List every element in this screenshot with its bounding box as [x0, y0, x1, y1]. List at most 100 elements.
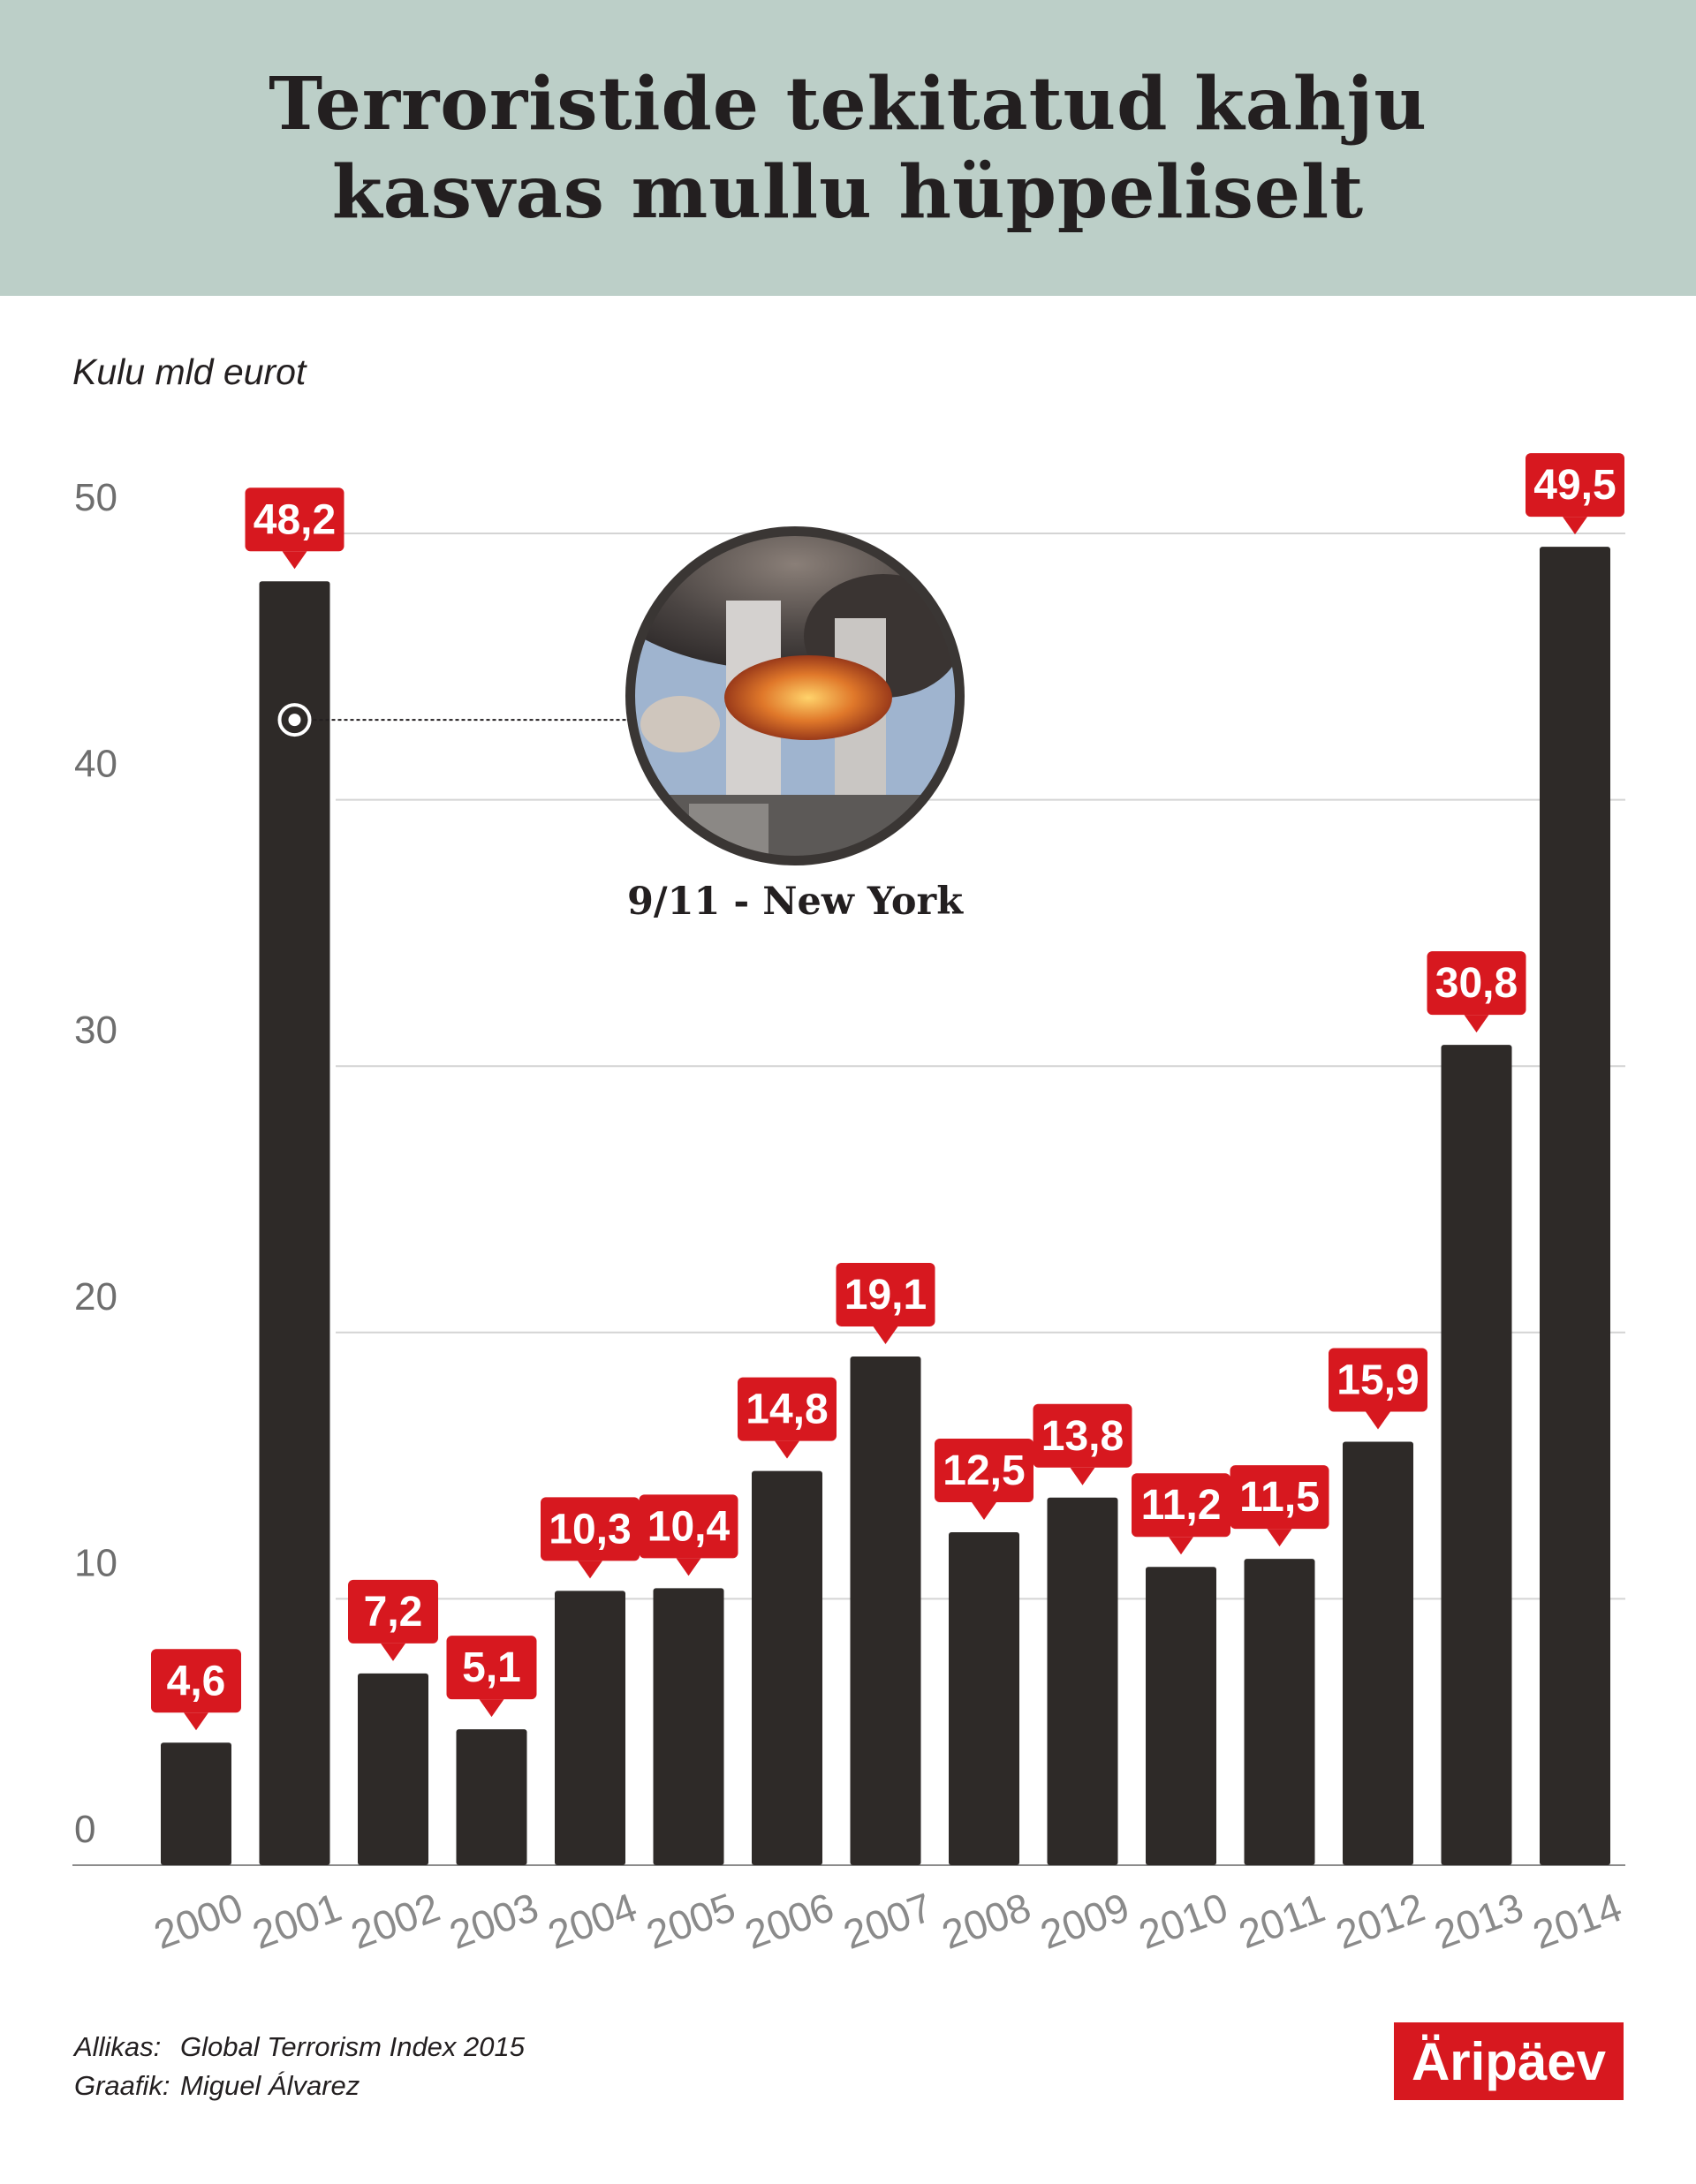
bar-2005	[653, 1588, 724, 1865]
x-tick-label: 2001	[246, 1884, 347, 1958]
value-label-text: 5,1	[462, 1644, 521, 1691]
x-tick-label: 2010	[1133, 1884, 1234, 1958]
x-tick-label: 2007	[837, 1884, 938, 1958]
value-label-text: 10,4	[647, 1503, 731, 1550]
value-label-box	[1033, 1403, 1132, 1468]
annotation-caption: 9/11 - New York	[627, 880, 963, 924]
x-tick-label: 2006	[739, 1884, 840, 1958]
value-label-pointer	[1563, 517, 1587, 535]
y-tick-label: 20	[74, 1275, 117, 1319]
value-label-2010: 11,2	[1132, 1473, 1230, 1555]
value-label-pointer	[873, 1326, 898, 1344]
value-label-2006: 14,8	[738, 1377, 837, 1459]
value-label-2011: 11,5	[1230, 1465, 1329, 1547]
value-label-box	[836, 1262, 935, 1326]
bar-2004	[555, 1591, 625, 1865]
bar-2014	[1540, 547, 1610, 1865]
annotation-marker	[277, 703, 312, 737]
y-tick-label: 30	[74, 1009, 117, 1052]
value-label-pointer	[1267, 1529, 1292, 1547]
aripaev-logo: Äripäev	[1394, 2022, 1624, 2100]
value-label-text: 7,2	[364, 1589, 423, 1636]
bar-2009	[1047, 1497, 1118, 1865]
y-tick-label: 40	[74, 743, 117, 786]
value-label-pointer	[282, 551, 307, 570]
value-label-text: 10,3	[549, 1506, 631, 1553]
value-label-text: 19,1	[844, 1272, 927, 1319]
graphic-label: Graafik:	[74, 2070, 170, 2101]
graphic-line: Graafik: Miguel Álvarez	[74, 2067, 525, 2105]
value-label-box	[639, 1494, 738, 1559]
value-label-box	[738, 1377, 837, 1441]
x-tick-label: 2003	[443, 1884, 544, 1958]
y-axis-label: Kulu mld eurot	[72, 351, 307, 392]
value-label-2004: 10,3	[541, 1497, 640, 1579]
bar-2001	[259, 581, 330, 1865]
value-label-2007: 19,1	[836, 1262, 935, 1344]
value-label-pointer	[972, 1502, 996, 1520]
x-tick-label: 2004	[542, 1884, 643, 1958]
value-label-box	[1526, 453, 1624, 518]
source-value: Global Terrorism Index 2015	[180, 2031, 525, 2062]
x-tick-label: 2011	[1233, 1885, 1331, 1958]
bar-2013	[1441, 1045, 1512, 1865]
value-label-2014: 49,5	[1526, 453, 1624, 535]
bar-2006	[752, 1470, 822, 1865]
value-label-box	[1427, 951, 1526, 1016]
bar-2008	[949, 1532, 1019, 1865]
value-label-pointer	[381, 1643, 405, 1661]
value-label-text: 30,8	[1435, 960, 1518, 1007]
value-label-box	[245, 487, 344, 552]
title-line-2: kasvas mullu hüppeliselt	[331, 149, 1365, 235]
photo-9-11-image	[625, 526, 965, 865]
value-label-text: 13,8	[1041, 1413, 1124, 1460]
bar-2007	[850, 1356, 921, 1865]
graphic-value: Miguel Álvarez	[180, 2070, 360, 2101]
value-label-pointer	[676, 1558, 701, 1576]
value-label-pointer	[184, 1712, 208, 1731]
value-label-2002: 7,2	[348, 1579, 438, 1661]
y-tick-label: 0	[74, 1808, 95, 1851]
value-label-pointer	[479, 1699, 504, 1718]
x-tick-label: 2013	[1428, 1884, 1529, 1958]
x-tick-label: 2012	[1330, 1884, 1431, 1958]
y-tick-label: 10	[74, 1541, 117, 1584]
value-label-box	[541, 1497, 640, 1561]
value-label-text: 49,5	[1533, 462, 1616, 509]
x-tick-label: 2008	[936, 1884, 1037, 1958]
bar-2010	[1146, 1567, 1216, 1865]
value-label-text: 12,5	[943, 1447, 1025, 1494]
value-label-box	[348, 1579, 438, 1644]
bar-2003	[456, 1729, 527, 1865]
x-tick-label: 2005	[640, 1884, 741, 1958]
value-label-text: 11,5	[1239, 1474, 1320, 1521]
x-tick-label: 2002	[345, 1884, 446, 1958]
value-label-box	[151, 1649, 241, 1713]
value-label-2003: 5,1	[446, 1636, 537, 1718]
title-line-1: Terroristide tekitatud kahju	[269, 61, 1427, 147]
x-tick-label: 2009	[1034, 1884, 1135, 1958]
value-label-2000: 4,6	[151, 1649, 241, 1731]
value-label-box	[1132, 1473, 1230, 1538]
value-label-2001: 48,2	[245, 487, 344, 570]
value-label-pointer	[1169, 1537, 1193, 1555]
value-label-2009: 13,8	[1033, 1403, 1132, 1485]
value-label-2005: 10,4	[639, 1494, 738, 1576]
x-tick-label: 2000	[148, 1884, 249, 1958]
bar-2012	[1343, 1441, 1413, 1865]
value-label-text: 11,2	[1141, 1482, 1222, 1529]
value-label-box	[1329, 1348, 1427, 1412]
value-label-pointer	[775, 1440, 799, 1459]
source-label: Allikas:	[74, 2031, 162, 2062]
y-tick-label: 50	[74, 476, 117, 519]
footer: Allikas: Global Terrorism Index 2015 Graa…	[74, 2028, 525, 2105]
bar-2002	[358, 1673, 428, 1865]
value-label-text: 15,9	[1336, 1356, 1419, 1403]
value-label-text: 48,2	[254, 496, 336, 543]
value-label-text: 4,6	[167, 1658, 226, 1704]
value-label-box	[935, 1439, 1034, 1502]
value-label-text: 14,8	[746, 1387, 828, 1433]
value-label-2008: 12,5	[935, 1439, 1034, 1520]
value-label-pointer	[578, 1561, 602, 1579]
